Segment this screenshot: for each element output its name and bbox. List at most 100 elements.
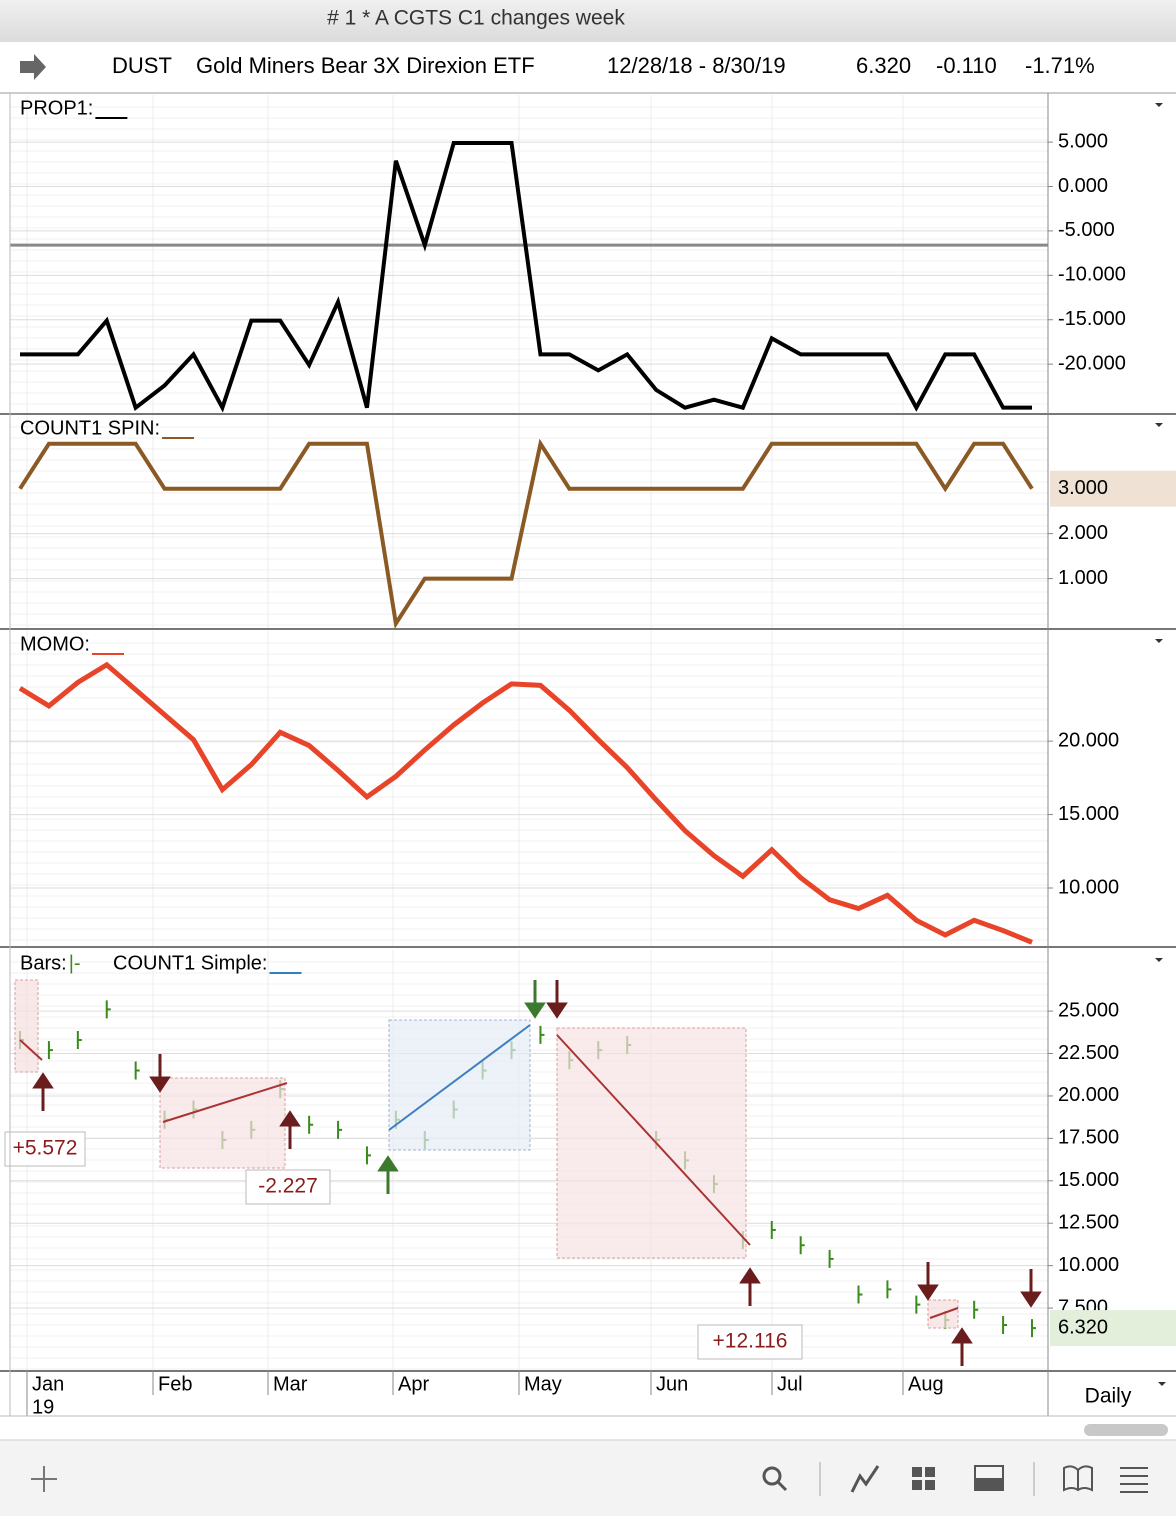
- price-bar: [799, 1236, 805, 1255]
- price-bar: [1002, 1316, 1008, 1335]
- price-bar: [857, 1285, 863, 1304]
- interval[interactable]: Daily: [1085, 1385, 1132, 1408]
- price-bar: [828, 1249, 834, 1268]
- y-tick-label: 20.000: [1058, 1084, 1119, 1106]
- trend-line: [162, 1082, 288, 1123]
- signal-arrow: [279, 1110, 301, 1149]
- price-bar: [539, 1025, 545, 1044]
- nav-arrow[interactable]: [20, 54, 46, 80]
- trade-box: [556, 1027, 747, 1259]
- trend-line: [388, 1024, 531, 1131]
- trend-line: [556, 1034, 751, 1246]
- security-name: Gold Miners Bear 3X Direxion ETF: [196, 53, 535, 78]
- signal-arrow: [524, 980, 546, 1019]
- search-icon[interactable]: [762, 1466, 788, 1492]
- layout-icon[interactable]: [974, 1465, 1004, 1491]
- y-tick-label: -20.000: [1058, 352, 1126, 374]
- y-tick-label: 10.000: [1058, 876, 1119, 898]
- title-bar: [0, 0, 1176, 40]
- signal-arrow: [951, 1327, 973, 1366]
- x-tick-label: Apr: [398, 1373, 429, 1395]
- panel-menu[interactable]: [1155, 958, 1163, 962]
- x-year-label: 19: [32, 1396, 54, 1418]
- signal-arrow: [1020, 1269, 1042, 1308]
- series-line: [20, 140, 1032, 413]
- trade-label: -2.227: [258, 1175, 318, 1198]
- price-bar: [308, 1115, 314, 1134]
- chart-icon[interactable]: [850, 1465, 880, 1493]
- y-tick-label: 12.500: [1058, 1211, 1119, 1233]
- series-line: [18, 438, 1034, 629]
- last-value-box: [1050, 470, 1176, 507]
- menu-icon[interactable]: [1120, 1467, 1148, 1493]
- book-icon[interactable]: [1063, 1465, 1093, 1492]
- symbol: DUST: [112, 53, 172, 78]
- legend-label: COUNT1 Simple:: [113, 952, 267, 974]
- y-tick-label: -15.000: [1058, 308, 1126, 330]
- grid-icon[interactable]: [912, 1467, 935, 1490]
- legend-label: PROP1:: [20, 97, 93, 119]
- y-tick-label: 5.000: [1058, 130, 1108, 152]
- legend-label: COUNT1 SPIN:: [20, 417, 160, 439]
- last-value-label: 6.320: [1058, 1316, 1108, 1338]
- x-tick-label: Jan: [32, 1373, 64, 1395]
- x-tick-label: May: [524, 1373, 562, 1395]
- x-tick-label: Aug: [908, 1373, 944, 1395]
- y-tick-label: 25.000: [1058, 999, 1119, 1021]
- x-tick-label: Feb: [158, 1373, 192, 1395]
- y-tick-label: 15.000: [1058, 803, 1119, 825]
- legend-glyph: |-: [69, 952, 81, 974]
- panel-menu[interactable]: [1155, 639, 1163, 643]
- trade-label: +12.116: [713, 1330, 788, 1353]
- legend-label: MOMO:: [20, 633, 90, 655]
- trade-box: [159, 1077, 286, 1169]
- trade-label-box: [245, 1169, 331, 1205]
- signal-arrow: [546, 980, 568, 1019]
- legend-label: Bars:: [20, 952, 67, 974]
- y-tick-label: 15.000: [1058, 1169, 1119, 1191]
- signal-arrow: [149, 1054, 171, 1093]
- y-tick-label: 2.000: [1058, 522, 1108, 544]
- y-tick-label: 22.500: [1058, 1042, 1119, 1064]
- trade-label-box: [697, 1324, 803, 1360]
- price-bar: [915, 1295, 921, 1314]
- y-tick-label: -5.000: [1058, 219, 1115, 241]
- signal-arrow: [377, 1155, 399, 1194]
- series-line: [18, 661, 1033, 945]
- x-tick-label: Jun: [656, 1373, 688, 1395]
- x-tick-label: Jul: [777, 1373, 803, 1395]
- y-tick-label: 20.000: [1058, 729, 1119, 751]
- trade-label-box: [4, 1131, 86, 1167]
- price-bar: [134, 1061, 140, 1080]
- price-bar: [770, 1221, 776, 1239]
- price-bar: [337, 1120, 343, 1139]
- price-bar: [105, 1000, 111, 1019]
- signal-arrow: [739, 1267, 761, 1306]
- price-bar: [365, 1146, 371, 1165]
- panel-menu[interactable]: [1155, 103, 1163, 107]
- date-range: 12/28/18 - 8/30/19: [607, 53, 786, 78]
- y-tick-label: 10.000: [1058, 1254, 1119, 1276]
- add-button[interactable]: [31, 1466, 57, 1492]
- panel-menu[interactable]: [1155, 423, 1163, 427]
- price-bar: [76, 1030, 82, 1049]
- scrollbar[interactable]: [1084, 1424, 1168, 1436]
- change: -0.110: [936, 53, 997, 78]
- signal-arrow: [32, 1072, 54, 1111]
- price-bar: [47, 1041, 53, 1060]
- trade-box: [14, 979, 39, 1073]
- change-pct: -1.71%: [1025, 53, 1095, 78]
- y-tick-label: -10.000: [1058, 264, 1126, 286]
- last-price: 6.320: [856, 53, 911, 78]
- x-tick-label: Mar: [273, 1373, 308, 1395]
- trade-box: [388, 1019, 531, 1151]
- y-tick-label: 17.500: [1058, 1127, 1119, 1149]
- last-value-box: [1050, 1310, 1176, 1347]
- signal-arrow: [917, 1262, 939, 1301]
- trade-label: +5.572: [13, 1137, 78, 1160]
- price-bar: [886, 1280, 892, 1299]
- trend-line: [19, 1039, 43, 1061]
- price-bar: [1031, 1319, 1036, 1338]
